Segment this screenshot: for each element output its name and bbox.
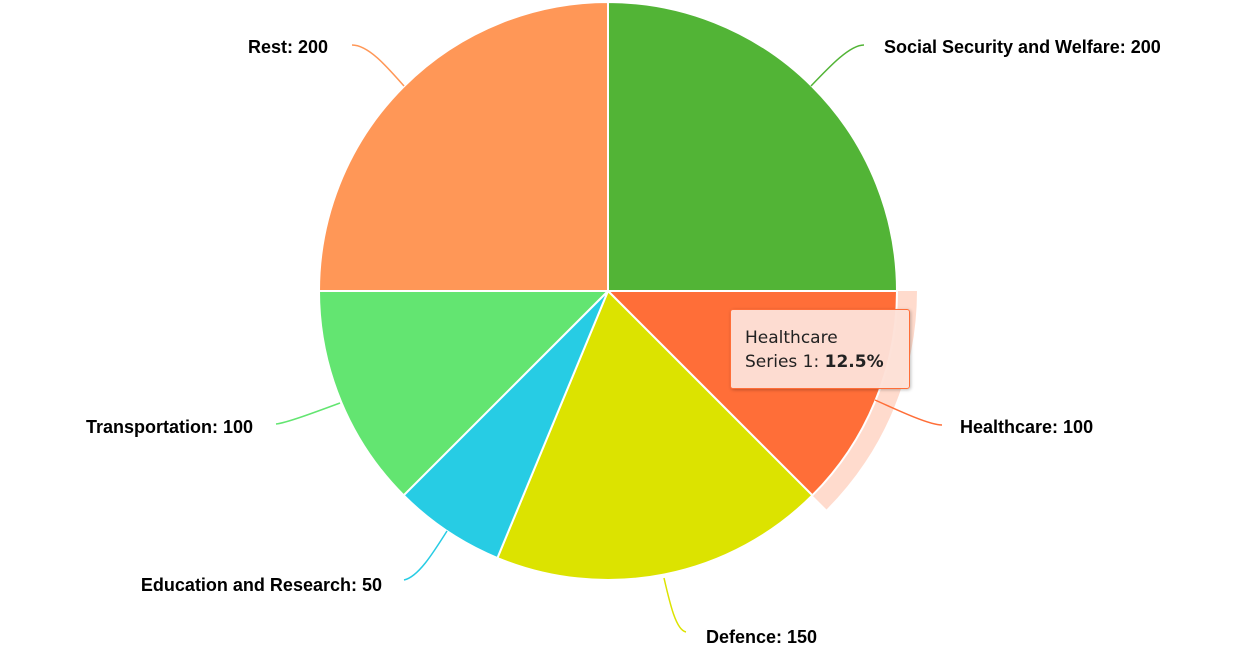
tooltip-series-label: Series 1: [745,352,820,372]
data-label-transportation: Transportation: 100 [86,417,253,437]
label-connector-education-and-research [403,530,448,581]
label-connector-healthcare [874,399,943,426]
label-connector-rest [351,44,405,87]
data-label-healthcare: Healthcare: 100 [960,417,1093,437]
pie-slice-social-security-and-welfare[interactable] [607,0,899,292]
tooltip-value: 12.5% [824,352,884,372]
label-connector-social-security-and-welfare [810,44,865,87]
data-label-rest: Rest: 200 [248,37,328,57]
data-label-social-security-and-welfare: Social Security and Welfare: 200 [884,37,1161,57]
tooltip-series-line: Series 1: 12.5% [745,350,909,374]
pie-slice-defence[interactable] [496,289,814,581]
label-connector-defence [663,577,687,633]
tooltip-title: Healthcare [745,328,838,348]
label-connector-transportation [275,402,341,425]
data-label-education-and-research: Education and Research: 50 [141,575,382,595]
pie-slice-education-and-research[interactable] [402,290,609,560]
chart-tooltip: Healthcare Series 1: 12.5% [730,309,910,389]
pie-slice-transportation[interactable] [317,290,611,497]
pie-slice-rest[interactable] [317,0,609,292]
data-label-defence: Defence: 150 [706,627,817,647]
